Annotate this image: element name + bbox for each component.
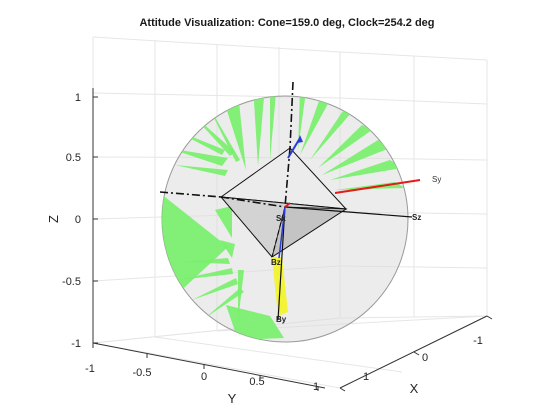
ray-wedge: [178, 268, 233, 280]
z-tick-label: -0.5: [62, 276, 81, 288]
ray-wedge: [318, 125, 372, 168]
z-tick-label: 1: [75, 92, 81, 104]
chart-title: Attitude Visualization: Cone=159.0 deg, …: [139, 17, 434, 29]
vector-label-sx: Sx: [276, 214, 286, 223]
ray-wedge: [168, 148, 228, 166]
z-ticks: [93, 96, 98, 344]
ray-wedge: [175, 165, 228, 176]
y-tick-label: 0.5: [249, 376, 264, 388]
y-tick-label: -1: [85, 363, 95, 375]
x-tick-label: -1: [473, 335, 483, 347]
x-tick-label: 0: [422, 352, 428, 364]
x-axis-label: X: [410, 381, 419, 396]
ray-wedge: [253, 96, 265, 166]
sun-vector: [334, 179, 421, 194]
y-tick-label: 0: [201, 371, 207, 383]
ray-wedge: [270, 96, 276, 160]
y-axis-label: Y: [228, 391, 237, 406]
vector-label-sy: Sy: [432, 175, 441, 184]
ray-wedge: [310, 108, 352, 160]
ray-wedge: [238, 270, 244, 322]
body-vector-head: [297, 135, 303, 143]
sun-vector-inner: [284, 202, 291, 208]
z-tick-label: -1: [71, 338, 81, 350]
x-ticks: [339, 315, 493, 392]
ray-wedge: [220, 240, 235, 258]
vector-label-by: By: [276, 315, 287, 324]
axis-lines: [92, 88, 488, 389]
y-ticks: [92, 343, 319, 391]
ray-wedge: [215, 206, 232, 238]
y-tick-label: -0.5: [133, 367, 152, 379]
ray-wedge: [300, 98, 330, 155]
vector-label-bz: Bz: [271, 258, 281, 267]
ray-wedge: [192, 278, 238, 300]
z-tick-label: 0.5: [66, 152, 81, 164]
z-tick-label: 0: [75, 214, 81, 226]
ray-wedge: [182, 258, 230, 264]
ray-wedge: [322, 140, 390, 175]
x-tick-label: 1: [363, 371, 369, 383]
ray-wedge: [226, 305, 284, 340]
vector-label-sz: Sz: [412, 213, 421, 222]
ray-wedge: [330, 160, 402, 180]
z-axis-label: Z: [46, 215, 61, 223]
body-vector-lower: [278, 206, 286, 259]
frame-axes: [159, 81, 413, 321]
y-tick-label: 1: [313, 381, 319, 393]
ray-wedge: [222, 96, 246, 170]
ray-wedge: [205, 288, 244, 318]
